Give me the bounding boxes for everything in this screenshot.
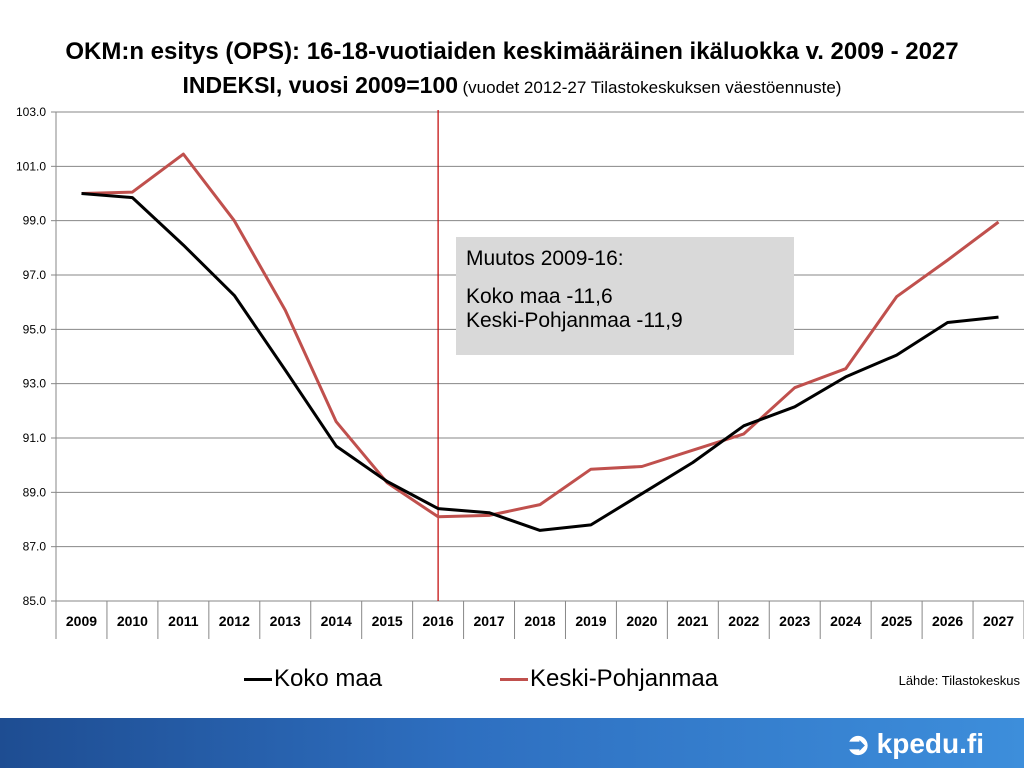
x-tick-label-2021: 2021 <box>677 613 708 629</box>
x-tick-label-2011: 2011 <box>168 613 199 629</box>
y-tick-label-5: 95.0 <box>23 322 47 336</box>
y-tick-label-0: 85.0 <box>23 594 47 608</box>
y-tick-label-6: 97.0 <box>23 268 47 282</box>
kpedu-swirl-icon: ➲ <box>845 727 871 761</box>
source-note: Lähde: Tilastokeskus <box>898 673 1020 688</box>
chart-title: OKM:n esitys (OPS): 16-18-vuotiaiden kes… <box>65 38 959 65</box>
x-tick-label-2025: 2025 <box>881 613 912 629</box>
change-annotation-box: Muutos 2009-16: Koko maa -11,6 Keski-Poh… <box>456 237 794 355</box>
legend-label-keski-pohjanmaa: Keski-Pohjanmaa <box>530 665 719 692</box>
legend-label-koko-maa: Koko maa <box>274 665 383 692</box>
series-line-koko-maa <box>81 192 999 532</box>
y-tick-label-8: 101.0 <box>16 159 46 173</box>
legend-swatch-koko-maa <box>244 677 272 681</box>
y-tick-label-2: 89.0 <box>23 485 47 499</box>
chart-subtitle: INDEKSI, vuosi 2009=100 (vuodet 2012-27 … <box>0 72 1024 99</box>
annotation-koko-maa: Koko maa -11,6 <box>466 285 613 308</box>
chart-legend: Koko maa Keski-Pohjanmaa <box>0 665 1024 695</box>
x-tick-label-2013: 2013 <box>270 613 301 629</box>
y-tick-label-7: 99.0 <box>23 214 47 228</box>
x-tick-label-2010: 2010 <box>117 613 148 629</box>
legend-swatch-keski-pohjanmaa <box>500 677 528 681</box>
x-tick-label-2024: 2024 <box>830 613 861 629</box>
annotation-keski-pohjanmaa: Keski-Pohjanmaa -11,9 <box>466 309 683 332</box>
x-tick-label-2016: 2016 <box>423 613 454 629</box>
y-tick-label-3: 91.0 <box>23 431 47 445</box>
x-tick-label-2020: 2020 <box>626 613 657 629</box>
x-tick-label-2009: 2009 <box>66 613 97 629</box>
y-tick-label-9: 103.0 <box>16 105 46 119</box>
index-title: INDEKSI, vuosi 2009=100 <box>182 72 459 98</box>
logo-text: kpedu.fi <box>876 728 984 759</box>
x-tick-label-2018: 2018 <box>524 613 555 629</box>
x-tick-label-2019: 2019 <box>575 613 606 629</box>
kpedu-logo: ➲ kpedu.fi <box>846 726 984 762</box>
x-tick-label-2017: 2017 <box>473 613 504 629</box>
x-tick-label-2027: 2027 <box>983 613 1014 629</box>
series-line-keski-pohjanmaa <box>81 152 1000 519</box>
footer-bar <box>0 718 1024 768</box>
x-tick-label-2022: 2022 <box>728 613 759 629</box>
x-tick-label-2026: 2026 <box>932 613 963 629</box>
legend-item-koko-maa: Koko maa <box>244 665 382 693</box>
x-tick-label-2012: 2012 <box>219 613 250 629</box>
x-tick-label-2015: 2015 <box>372 613 403 629</box>
forecast-note: (vuodet 2012-27 Tilastokeskuksen väestöe… <box>462 78 842 97</box>
line-chart: 85.0 87.0 89.0 91.0 93.0 95.0 97.0 99.0 101.0 103… <box>16 105 1024 639</box>
y-tick-label-1: 87.0 <box>23 540 47 554</box>
legend-item-keski-pohjanmaa: Keski-Pohjanmaa <box>500 665 718 693</box>
x-tick-label-2014: 2014 <box>321 613 352 629</box>
y-tick-label-4: 93.0 <box>23 377 47 391</box>
annotation-title: Muutos 2009-16: <box>466 247 624 270</box>
x-tick-label-2023: 2023 <box>779 613 810 629</box>
